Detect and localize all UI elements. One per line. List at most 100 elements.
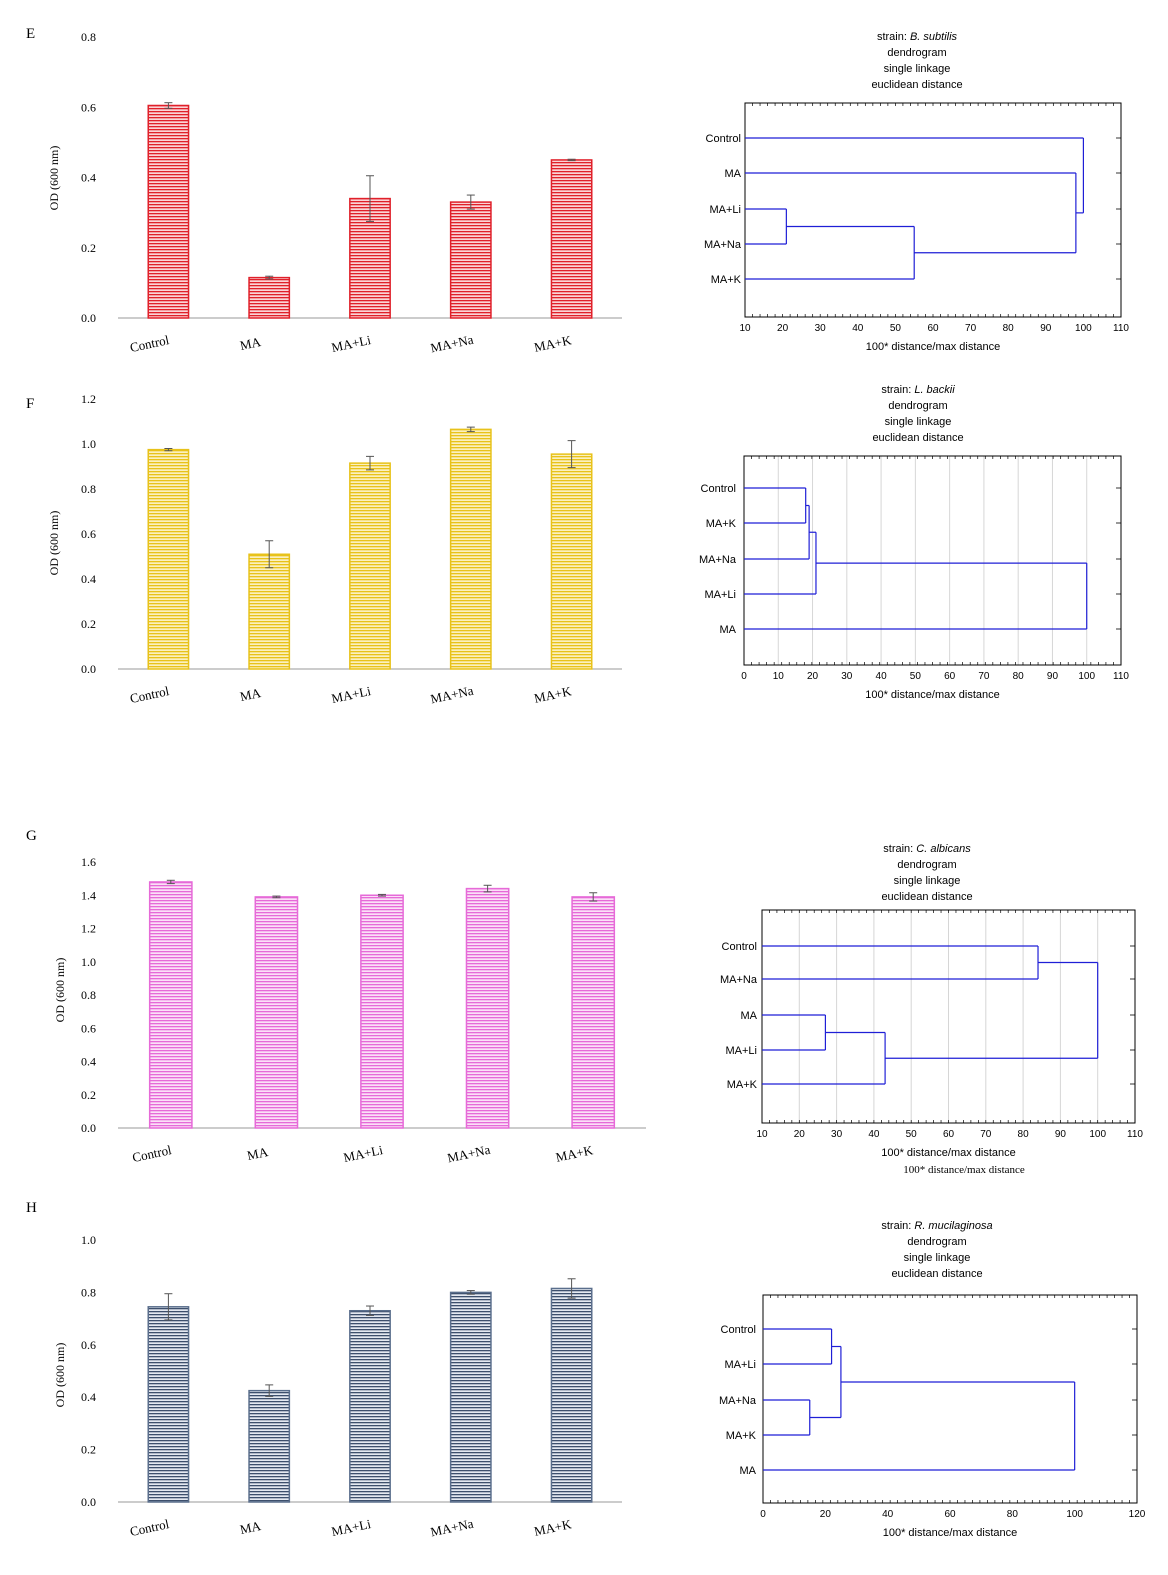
leaf-label: MA+K <box>711 274 742 286</box>
dendrogram-e: 10 20 30 40 50 60 70 80 90 100 110 100* distance/ma… <box>704 102 1129 353</box>
x-tick-label: 60 <box>944 671 956 682</box>
category-label: Control <box>131 1142 173 1165</box>
dendrogram-title-line: dendrogram <box>907 1236 966 1248</box>
y-tick-label: 0.8 <box>81 988 96 1002</box>
x-tick-label: 120 <box>1129 1509 1146 1520</box>
bar <box>449 428 492 670</box>
plots: 0.0 0.2 0.4 0.6 0.8 OD (600 nm) Control MA MA+Li… <box>47 30 1146 1539</box>
panel-label-h: H <box>26 1200 37 1216</box>
bar <box>550 159 593 319</box>
y-tick-label: 0.4 <box>81 572 96 586</box>
x-tick-label: 80 <box>1013 671 1025 682</box>
x-tick-label: 40 <box>852 323 864 334</box>
svg-text:strain: R. mucilaginosa: strain: R. mucilaginosa <box>881 1220 992 1232</box>
category-label: MA+K <box>554 1142 595 1165</box>
x-tick-label: 90 <box>1055 1129 1067 1140</box>
x-axis-label: 100* distance/max distance <box>881 1147 1016 1159</box>
category-label: MA+Li <box>342 1142 384 1165</box>
bar <box>349 462 391 670</box>
dendrogram-title-f: strain: L. backii dendrogram single link… <box>872 384 963 444</box>
y-axis-label: OD (600 nm) <box>47 511 61 576</box>
dendrogram-title-line: euclidean distance <box>871 79 962 91</box>
leaf-label: Control <box>721 1324 756 1336</box>
x-tick-label: 20 <box>820 1509 832 1520</box>
x-tick-label: 0 <box>760 1509 766 1520</box>
dendrogram-title-prefix: strain: <box>881 384 914 396</box>
x-tick-label: 10 <box>756 1129 768 1140</box>
x-tick-label: 40 <box>868 1129 880 1140</box>
dendrogram-title-line: dendrogram <box>897 859 956 871</box>
bar <box>147 1306 190 1503</box>
dendrogram-title-g: strain: C. albicans dendrogram single li… <box>881 843 972 903</box>
leaf-label: Control <box>701 483 736 495</box>
y-tick-label: 1.0 <box>81 955 96 969</box>
leaf-label: MA+Na <box>699 554 737 566</box>
x-tick-label: 110 <box>1127 1129 1143 1140</box>
bar-chart-h: 0.0 0.2 0.4 0.6 0.8 1.0 OD (600 nm) Control MA MA… <box>53 1233 622 1539</box>
category-label: Control <box>128 332 170 355</box>
bar <box>465 887 510 1129</box>
y-tick-label: 0.6 <box>81 1021 96 1035</box>
dendrogram-xlabel-duplicate: 100* distance/max distance <box>903 1164 1025 1176</box>
category-label: MA+Na <box>446 1142 492 1166</box>
dendrogram-title-prefix: strain: <box>883 843 916 855</box>
dendrogram-g: 10 20 30 40 50 60 70 80 90 100 110 100* distance/ma… <box>720 909 1143 1159</box>
y-tick-label: 0.2 <box>81 617 96 631</box>
x-tick-label: 20 <box>807 671 819 682</box>
x-tick-label: 10 <box>739 323 751 334</box>
y-tick-label: 0.0 <box>81 1495 96 1509</box>
bar <box>254 896 299 1129</box>
x-axis-label: 100* distance/max distance <box>866 341 1001 353</box>
bar <box>360 894 404 1129</box>
x-tick-label: 100 <box>1075 323 1092 334</box>
x-tick-label: 30 <box>815 323 827 334</box>
x-tick-label: 100 <box>1078 671 1095 682</box>
leaf-label: MA <box>720 624 737 636</box>
x-tick-label: 50 <box>910 671 922 682</box>
dendrogram-strain: R. mucilaginosa <box>914 1220 992 1232</box>
leaf-label: Control <box>722 941 757 953</box>
x-tick-label: 50 <box>890 323 902 334</box>
bar <box>147 448 190 670</box>
category-label: MA+K <box>533 1516 574 1539</box>
x-tick-label: 90 <box>1040 323 1052 334</box>
bar <box>248 1389 291 1503</box>
panel-label-e: E <box>26 26 35 42</box>
y-tick-label: 0.4 <box>81 1390 96 1404</box>
dendrogram-strain: C. albicans <box>916 843 971 855</box>
x-tick-label: 20 <box>794 1129 806 1140</box>
y-tick-label: 0.4 <box>81 171 96 185</box>
dendrogram-title-line: euclidean distance <box>872 432 963 444</box>
dendrogram-title-line: euclidean distance <box>881 891 972 903</box>
x-tick-label: 40 <box>882 1509 894 1520</box>
category-label: Control <box>128 683 170 706</box>
category-label: MA+Na <box>429 1516 475 1540</box>
leaf-label: MA+Na <box>719 1395 757 1407</box>
bar <box>550 453 593 670</box>
x-axis-label: 100* distance/max distance <box>865 689 1000 701</box>
y-tick-label: 0.6 <box>81 527 96 541</box>
leaf-label: MA+Na <box>720 974 758 986</box>
x-tick-label: 80 <box>1007 1509 1019 1520</box>
x-axis-label: 100* distance/max distance <box>883 1527 1018 1539</box>
y-tick-label: 1.4 <box>81 888 96 902</box>
y-axis-label: OD (600 nm) <box>47 146 61 211</box>
category-label: MA+Na <box>429 332 475 356</box>
x-tick-label: 10 <box>773 671 785 682</box>
leaf-label: MA+Na <box>704 239 742 251</box>
y-tick-label: 0.2 <box>81 1088 96 1102</box>
svg-text:strain: B. subtilis: strain: B. subtilis <box>877 31 958 43</box>
leaf-label: MA+K <box>726 1430 757 1442</box>
bar <box>571 896 616 1129</box>
plot-frame <box>744 102 1122 318</box>
panel-label-f: F <box>26 396 34 412</box>
leaf-label: MA+Li <box>705 589 737 601</box>
dendrogram-title-line: single linkage <box>894 875 961 887</box>
dendrogram-title-line: single linkage <box>885 416 952 428</box>
y-tick-label: 0.0 <box>81 1121 96 1135</box>
y-axis-label: OD (600 nm) <box>53 1343 67 1408</box>
leaf-label: MA <box>741 1010 758 1022</box>
y-axis-label: OD (600 nm) <box>53 958 67 1023</box>
leaf-label: MA+K <box>706 518 737 530</box>
